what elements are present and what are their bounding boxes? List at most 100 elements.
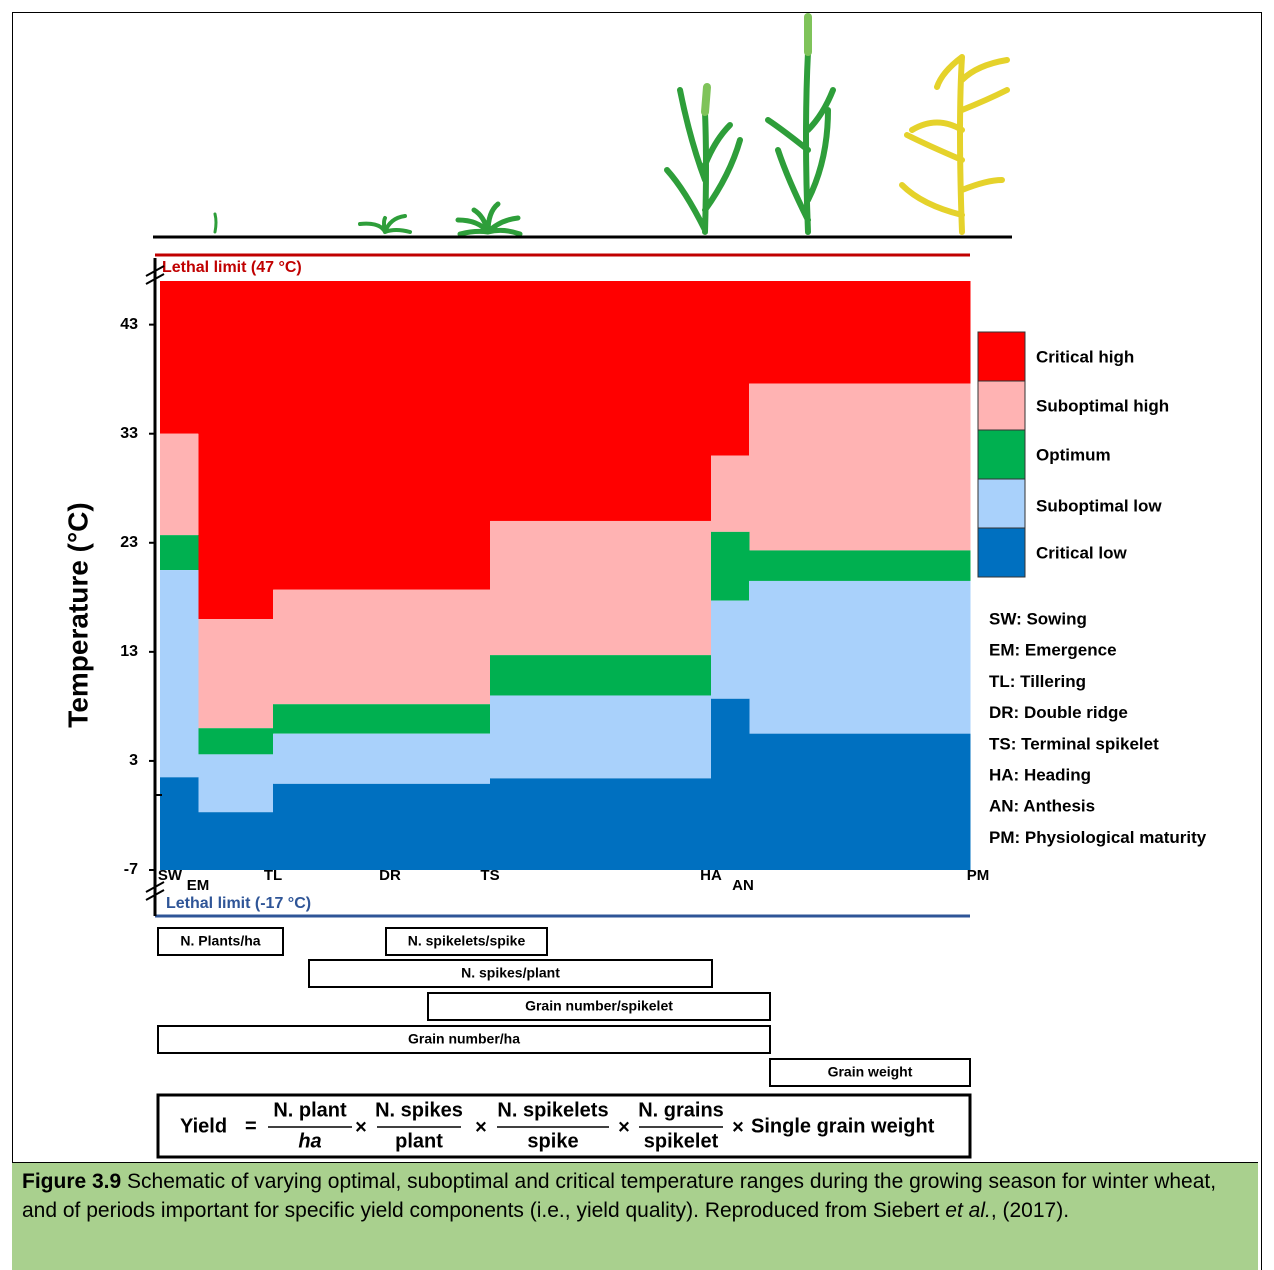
formula-num: N. grains	[638, 1099, 724, 1121]
yield-period-label: N. spikes/plant	[461, 965, 560, 981]
legend-swatch	[977, 380, 1026, 431]
yield-period	[308, 959, 713, 988]
stage-legend: HA: Heading	[989, 765, 1091, 784]
x-tick-label: PM	[967, 867, 990, 884]
stage-legend: EM: Emergence	[989, 641, 1117, 660]
legend-label: Optimum	[1036, 445, 1111, 464]
caption-label: Figure 3.9	[22, 1170, 122, 1193]
stage-legend: TL: Tillering	[989, 672, 1086, 691]
legend-label: Suboptimal low	[1036, 496, 1162, 515]
yield-period	[427, 992, 771, 1021]
legend-swatch	[977, 478, 1026, 529]
plants	[213, 13, 1010, 237]
temperature-band	[198, 619, 274, 729]
formula-num: N. spikes	[375, 1099, 463, 1121]
temperature-band	[711, 600, 750, 699]
caption-italic: et al.	[945, 1199, 991, 1223]
y-tick-label: 23	[120, 534, 138, 551]
y-tick-label: 43	[120, 316, 138, 333]
x-tick-label: HA	[700, 867, 722, 884]
legend-label: Critical high	[1036, 347, 1134, 366]
temperature-band	[273, 589, 491, 705]
temperature-band	[160, 570, 199, 778]
temperature-band	[749, 383, 971, 551]
caption-text: Schematic of varying optimal, suboptimal…	[22, 1170, 1217, 1223]
x-tick-label: TS	[480, 867, 499, 884]
yield-period-label: N. spikelets/spike	[408, 933, 526, 949]
yield-period	[769, 1058, 971, 1087]
formula-den: ha	[298, 1130, 321, 1152]
yield-period-label: Grain number/ha	[408, 1031, 520, 1047]
lethal-low-label: Lethal limit (-17 °C)	[166, 895, 311, 912]
temperature-band	[711, 531, 750, 601]
y-axis-title: Temperature (°C)	[62, 502, 93, 727]
y-tick-label: -7	[124, 861, 138, 878]
formula-num: N. plant	[273, 1099, 347, 1121]
temperature-band	[749, 733, 971, 870]
y-tick-label: 13	[120, 643, 138, 660]
yield-period-label: Grain number/spikelet	[525, 998, 673, 1014]
formula-lhs: Yield	[180, 1115, 227, 1137]
temperature-band	[160, 777, 199, 870]
legend-swatch	[977, 527, 1026, 578]
yield-period	[385, 927, 548, 956]
temperature-band	[273, 783, 491, 870]
caption-end: , (2017).	[990, 1199, 1070, 1223]
temperature-band	[490, 520, 712, 656]
temperature-band	[711, 281, 750, 456]
stage-legend: PM: Physiological maturity	[989, 828, 1207, 847]
axis-break-marks	[145, 265, 165, 901]
stage-legend: SW: Sowing	[989, 609, 1087, 628]
temperature-band	[490, 655, 712, 696]
temperature-band	[198, 728, 274, 755]
lethal-high-label: Lethal limit (47 °C)	[162, 259, 302, 276]
temperature-band	[273, 733, 491, 784]
temperature-band	[160, 535, 199, 571]
temperature-band	[490, 778, 712, 870]
x-tick-label: EM	[187, 877, 210, 894]
formula-times: ×	[618, 1116, 630, 1138]
temperature-band	[160, 281, 199, 434]
temperature-band	[490, 695, 712, 779]
formula-equals: =	[245, 1115, 257, 1137]
formula-times: ×	[355, 1116, 367, 1138]
temperature-band	[273, 281, 491, 590]
yield-period	[157, 927, 284, 956]
yield-period-label: N. Plants/ha	[180, 933, 260, 949]
formula-times: ×	[475, 1116, 487, 1138]
x-tick-label: DR	[379, 867, 401, 884]
temperature-band	[749, 550, 971, 581]
temperature-band	[711, 455, 750, 532]
formula-den: plant	[395, 1130, 443, 1152]
x-tick-label: SW	[158, 867, 183, 884]
yield-period-label: Grain weight	[828, 1064, 913, 1080]
stage-legend: TS: Terminal spikelet	[989, 734, 1159, 753]
legend-label: Critical low	[1036, 543, 1127, 562]
temperature-band	[273, 704, 491, 734]
caption: Figure 3.9 Schematic of varying optimal,…	[12, 1162, 1258, 1270]
temperature-band	[198, 281, 274, 620]
temperature-band	[749, 580, 971, 734]
stage-legend: AN: Anthesis	[989, 797, 1095, 816]
formula-times: ×	[732, 1116, 744, 1138]
y-tick-label: 33	[120, 425, 138, 442]
x-tick-label: TL	[264, 867, 282, 884]
legend-swatch	[977, 429, 1026, 480]
formula-tail: Single grain weight	[751, 1115, 935, 1137]
temperature-band	[198, 754, 274, 813]
formula-box	[156, 1093, 972, 1159]
temperature-band	[749, 281, 971, 384]
formula-num: N. spikelets	[497, 1099, 608, 1121]
temperature-band	[198, 812, 274, 870]
formula-den: spikelet	[644, 1130, 719, 1152]
temperature-band	[160, 433, 199, 536]
stage-legend: DR: Double ridge	[989, 703, 1128, 722]
legend-label: Suboptimal high	[1036, 396, 1169, 415]
frame	[12, 12, 1262, 1270]
temperature-band	[490, 281, 712, 521]
legend-swatch	[977, 331, 1026, 382]
formula-den: spike	[527, 1130, 578, 1152]
x-tick-label: AN	[732, 877, 754, 894]
